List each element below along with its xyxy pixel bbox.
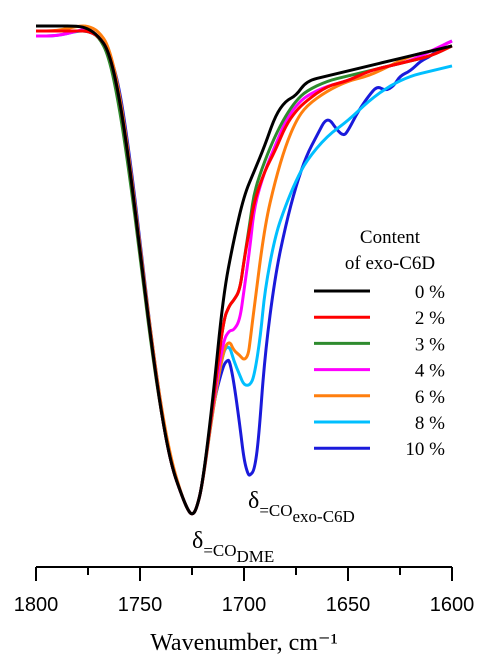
x-tick-label: 1650 (326, 594, 371, 616)
legend-label-5: 8 % (415, 413, 445, 434)
legend-label-3: 4 % (415, 361, 445, 382)
annotation-co-exo-subsub: exo-C6D (293, 507, 355, 526)
legend-label-0: 0 % (415, 282, 445, 303)
series-line-0 (35, 24, 453, 516)
annotation-co-dme-symbol: δ (192, 528, 203, 554)
x-tick-label: 1700 (222, 594, 267, 616)
x-tick-label: 1750 (118, 594, 163, 616)
x-axis: 1800 1750 1700 1650 1600 (14, 566, 475, 616)
annotation-co-dme-subscript: =CO (203, 541, 236, 560)
legend-label-2: 3 % (415, 334, 445, 355)
annotation-co-dme: δ=CODME (192, 528, 274, 566)
annotation-co-exo: δ=COexo-C6D (248, 488, 355, 526)
annotations: δ=COexo-C6D δ=CODME (192, 488, 355, 566)
annotation-co-dme-subsub: DME (237, 547, 275, 566)
annotation-co-exo-symbol: δ (248, 488, 259, 514)
legend-label-1: 2 % (415, 308, 445, 329)
x-tick-label: 1800 (14, 594, 59, 616)
annotation-co-exo-subscript: =CO (259, 501, 292, 520)
legend-title-line-1: Content (360, 227, 421, 248)
legend-label-6: 10 % (405, 439, 445, 460)
legend-label-4: 6 % (415, 387, 445, 408)
series-layer (35, 24, 453, 516)
x-axis-title: Wavenumber, cm⁻¹ (150, 630, 338, 656)
legend-title-line-2: of exo-C6D (345, 253, 435, 274)
legend: Content of exo-C6D 0 % 2 % 3 % 4 % 6 % 8 % 10 … (314, 227, 445, 460)
x-tick-label: 1600 (430, 594, 475, 616)
